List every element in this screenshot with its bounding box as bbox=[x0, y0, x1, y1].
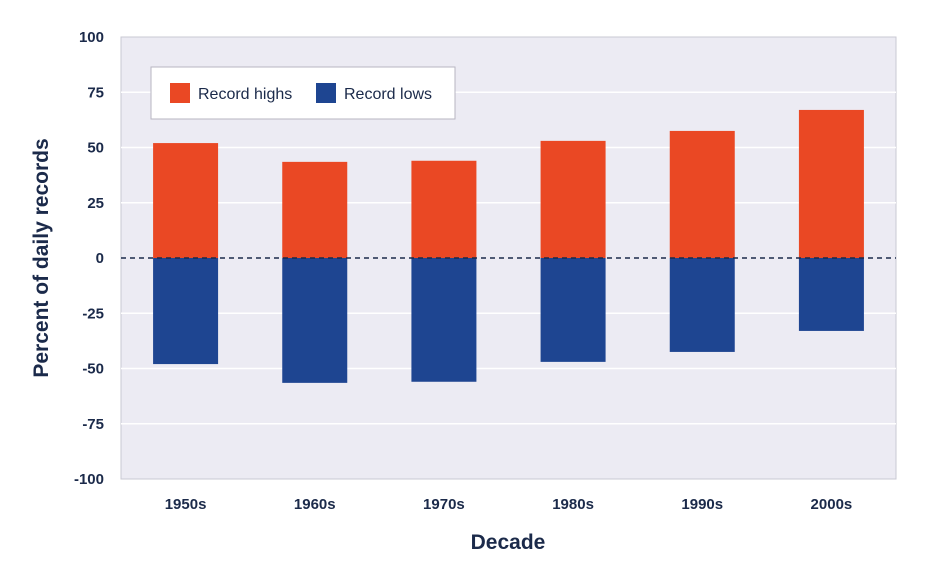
bar-record-lows-1980s bbox=[540, 258, 606, 362]
x-tick-label: 2000s bbox=[811, 496, 853, 513]
y-tick-label: 100 bbox=[79, 29, 104, 46]
bar-record-lows-2000s bbox=[798, 258, 864, 331]
bars bbox=[153, 109, 864, 383]
y-tick-label: -100 bbox=[74, 471, 104, 488]
y-axis-ticks: 100 75 50 25 0 -25 -50 -75 -100 bbox=[74, 29, 104, 488]
x-axis-title: Decade bbox=[471, 531, 546, 554]
y-tick-label: -25 bbox=[82, 305, 104, 322]
y-tick-label: -75 bbox=[82, 416, 104, 433]
bar-record-lows-1970s bbox=[411, 258, 477, 382]
bar-record-highs-1960s bbox=[282, 161, 348, 258]
x-tick-label: 1990s bbox=[681, 496, 723, 513]
bar-record-highs-1990s bbox=[669, 130, 735, 258]
legend-box bbox=[150, 66, 456, 120]
bar-record-lows-1990s bbox=[669, 258, 735, 352]
x-axis-ticks: 1950s 1960s 1970s 1980s 1990s 2000s bbox=[165, 496, 853, 513]
y-axis-title: Percent of daily records bbox=[30, 138, 53, 377]
bar-record-highs-1970s bbox=[411, 160, 477, 258]
x-tick-label: 1950s bbox=[165, 496, 207, 513]
legend: Record highs Record lows bbox=[150, 66, 456, 120]
legend-label-record-lows: Record lows bbox=[344, 86, 432, 103]
bar-record-highs-2000s bbox=[798, 109, 864, 259]
y-tick-label: 25 bbox=[87, 195, 104, 212]
y-tick-label: 75 bbox=[87, 84, 104, 101]
legend-label-record-highs: Record highs bbox=[198, 86, 292, 103]
bar-record-highs-1980s bbox=[540, 140, 606, 258]
bar-record-lows-1960s bbox=[282, 258, 348, 383]
x-tick-label: 1980s bbox=[552, 496, 594, 513]
y-tick-label: 50 bbox=[87, 140, 104, 157]
legend-swatch-record-lows bbox=[316, 83, 336, 103]
legend-swatch-record-highs bbox=[170, 83, 190, 103]
x-tick-label: 1970s bbox=[423, 496, 465, 513]
y-tick-label: 0 bbox=[96, 250, 104, 267]
y-tick-label: -50 bbox=[82, 361, 104, 378]
x-tick-label: 1960s bbox=[294, 496, 336, 513]
bar-record-lows-1950s bbox=[153, 258, 219, 365]
bar-record-highs-1950s bbox=[153, 143, 219, 258]
